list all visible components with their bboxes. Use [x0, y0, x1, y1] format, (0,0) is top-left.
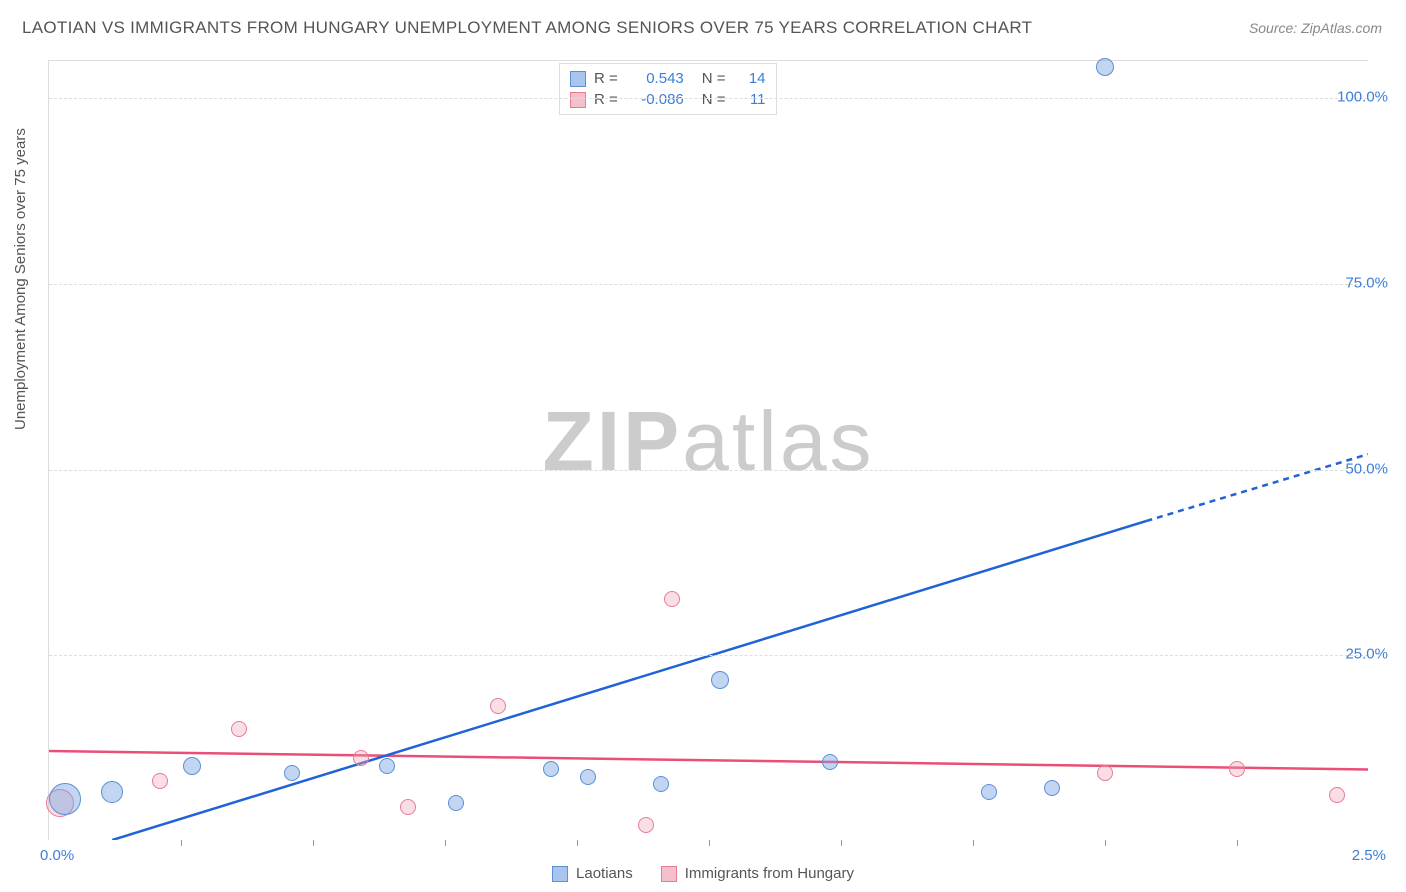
scatter-point-laotian [101, 781, 123, 803]
x-tick [709, 840, 710, 846]
n-label-2: N = [702, 91, 726, 108]
x-tick [1105, 840, 1106, 846]
watermark-light: atlas [682, 393, 874, 487]
watermark-bold: ZIP [542, 393, 682, 487]
scatter-point-laotian [379, 758, 395, 774]
x-tick [313, 840, 314, 846]
legend-swatch-blue-icon [570, 71, 586, 87]
plot-area: ZIPatlas R = 0.543 N = 14 R = -0.086 N =… [48, 60, 1368, 840]
scatter-point-hungary [638, 817, 654, 833]
y-axis-label: Unemployment Among Seniors over 75 years [12, 128, 29, 430]
scatter-point-laotian [448, 795, 464, 811]
scatter-point-hungary [1229, 761, 1245, 777]
legend-swatch-pink-icon [570, 92, 586, 108]
scatter-point-hungary [664, 591, 680, 607]
x-tick [181, 840, 182, 846]
r-label-1: R = [594, 70, 618, 87]
source-attribution: Source: ZipAtlas.com [1249, 20, 1382, 36]
scatter-point-laotian [580, 769, 596, 785]
legend-label-series2: Immigrants from Hungary [685, 865, 854, 882]
gridline [49, 470, 1368, 471]
stats-legend-box: R = 0.543 N = 14 R = -0.086 N = 11 [559, 63, 777, 115]
stats-row-series1: R = 0.543 N = 14 [570, 68, 766, 89]
scatter-point-hungary [1097, 765, 1113, 781]
y-tick-label: 100.0% [1337, 89, 1388, 106]
scatter-point-hungary [1329, 787, 1345, 803]
x-axis-max-label: 2.5% [1352, 847, 1386, 864]
stats-row-series2: R = -0.086 N = 11 [570, 89, 766, 110]
scatter-point-laotian [1096, 58, 1114, 76]
r-label-2: R = [594, 91, 618, 108]
n-value-2: 11 [738, 91, 766, 108]
legend-swatch-blue-icon [552, 866, 568, 882]
x-tick [577, 840, 578, 846]
n-label-1: N = [702, 70, 726, 87]
scatter-point-hungary [353, 750, 369, 766]
scatter-point-hungary [231, 721, 247, 737]
trendlines-svg [49, 61, 1368, 840]
legend-swatch-pink-icon [661, 866, 677, 882]
y-tick-label: 50.0% [1345, 460, 1388, 477]
x-tick [445, 840, 446, 846]
legend-label-series1: Laotians [576, 865, 633, 882]
watermark: ZIPatlas [542, 392, 874, 489]
scatter-point-laotian [183, 757, 201, 775]
y-tick-label: 75.0% [1345, 274, 1388, 291]
n-value-1: 14 [738, 70, 766, 87]
y-tick-label: 25.0% [1345, 646, 1388, 663]
r-value-1: 0.543 [630, 70, 684, 87]
scatter-point-laotian [543, 761, 559, 777]
x-tick [973, 840, 974, 846]
scatter-point-hungary [490, 698, 506, 714]
scatter-point-laotian [981, 784, 997, 800]
scatter-point-laotian [653, 776, 669, 792]
x-tick [841, 840, 842, 846]
scatter-point-laotian [822, 754, 838, 770]
scatter-point-laotian [1044, 780, 1060, 796]
gridline [49, 98, 1368, 99]
x-axis-min-label: 0.0% [40, 847, 74, 864]
gridline [49, 655, 1368, 656]
scatter-point-laotian [711, 671, 729, 689]
x-tick [1237, 840, 1238, 846]
legend-item-series1: Laotians [552, 865, 633, 882]
legend-item-series2: Immigrants from Hungary [661, 865, 854, 882]
scatter-point-laotian [49, 783, 81, 815]
scatter-point-laotian [284, 765, 300, 781]
chart-title: LAOTIAN VS IMMIGRANTS FROM HUNGARY UNEMP… [22, 18, 1032, 38]
scatter-point-hungary [400, 799, 416, 815]
bottom-legend: Laotians Immigrants from Hungary [552, 865, 854, 882]
scatter-point-hungary [152, 773, 168, 789]
r-value-2: -0.086 [630, 91, 684, 108]
gridline [49, 284, 1368, 285]
